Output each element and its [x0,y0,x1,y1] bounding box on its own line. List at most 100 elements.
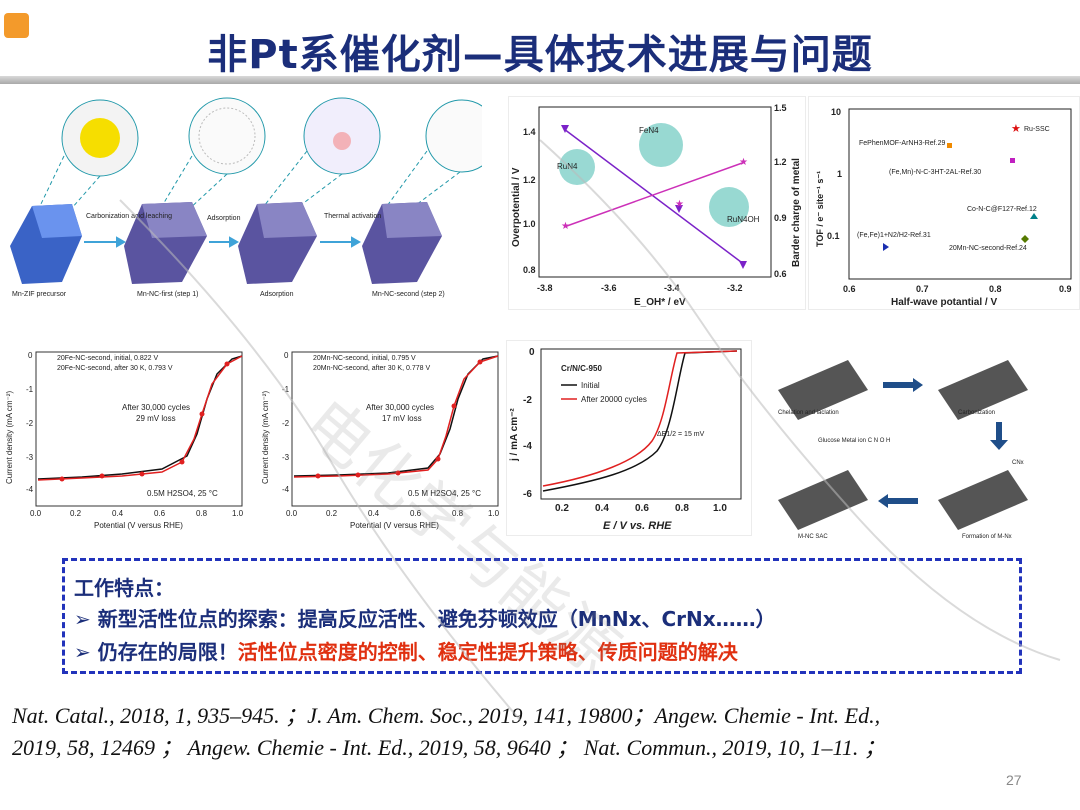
svg-text:0.6: 0.6 [843,284,856,294]
svg-text:Formation of M-Nx: Formation of M-Nx [962,534,1012,540]
overpotential-chart: ★ ★ ★ FeN4 RuN4 RuN4OH 0.8 1.0 1.2 1.4 0… [508,96,806,310]
svg-text:Current density (mA cm⁻²): Current density (mA cm⁻²) [261,391,270,484]
feature-line-2: ➢ 仍存在的局限！活性位点密度的控制、稳定性提升策略、传质问题的解决 [74,636,738,665]
svg-text:Potential (V versus RHE): Potential (V versus RHE) [350,521,439,530]
svg-text:0.8: 0.8 [523,265,536,275]
label-run4: RuN4 [557,162,578,171]
step-label-1: Mn-ZIF precursor [12,291,67,298]
polyhedron-precursor [10,204,82,284]
svg-text:0.8: 0.8 [196,509,208,518]
zoom-circle-4 [425,99,499,173]
svg-text:★: ★ [675,199,684,210]
feature-line-2-prefix: ➢ 仍存在的局限！ [74,640,238,664]
svg-text:0.5 M H2SO4, 25 °C: 0.5 M H2SO4, 25 °C [408,489,481,498]
svg-text:-6: -6 [523,489,532,500]
svg-text:0.7: 0.7 [916,284,929,294]
arrow-label-2: Adsorption [207,215,241,222]
svg-text:-3.4: -3.4 [664,283,680,293]
svg-text:29 mV loss: 29 mV loss [136,414,176,423]
label-run4oh: RuN4OH [727,215,760,224]
title-divider [0,76,1080,84]
svg-text:0.6: 0.6 [410,509,422,518]
feature-line-2-rest: 活性位点密度的控制、稳定性提升策略、传质问题的解决 [237,640,738,664]
svg-text:0: 0 [529,347,535,358]
zoom-circle-2 [188,97,266,175]
svg-text:Cr/N/C-950: Cr/N/C-950 [561,364,602,373]
tof-chart: 10 1 0.1 0.6 0.7 0.8 0.9 ★ Ru-SSC FePhen… [808,96,1080,310]
features-heading: 工作特点： [74,576,174,600]
svg-text:1.2: 1.2 [774,157,787,167]
svg-text:-1: -1 [26,385,34,394]
x-axis-label: E_OH* / eV [634,297,686,308]
svg-text:ΔE1/2 = 15 mV: ΔE1/2 = 15 mV [657,431,705,438]
svg-text:20Mn-NC-second-Ref.24: 20Mn-NC-second-Ref.24 [949,245,1027,252]
svg-text:1.0: 1.0 [713,503,727,514]
svg-text:0.6: 0.6 [635,503,649,514]
svg-text:Potential (V versus RHE): Potential (V versus RHE) [94,521,183,530]
fe-stability-chart: 20Fe-NC-second, initial, 0.822 V 20Fe-NC… [2,344,256,534]
svg-text:20Mn-NC-second, after 30 K, 0.: 20Mn-NC-second, after 30 K, 0.778 V [313,365,430,372]
svg-text:-3: -3 [282,453,290,462]
step-label-4: Mn-NC-second (step 2) [372,291,445,298]
y-axis-left-label: Overpotential / V [511,167,522,247]
svg-text:After 20000 cycles: After 20000 cycles [581,395,647,404]
slide-menu-icon[interactable] [4,13,29,38]
svg-text:0.2: 0.2 [326,509,338,518]
svg-text:Glucose Metal ion C N O H: Glucose Metal ion C N O H [818,438,890,444]
svg-text:1.5: 1.5 [774,103,787,113]
svg-text:1.0: 1.0 [232,509,244,518]
svg-text:E / V vs. RHE: E / V vs. RHE [603,520,672,532]
svg-text:-3: -3 [26,453,34,462]
y-axis-label: TOF / e⁻ site⁻¹ s⁻¹ [815,171,825,247]
slide-title: 非Pt系催化剂—具体技术进展与问题 [207,32,873,78]
svg-text:0.2: 0.2 [70,509,82,518]
svg-text:0.5M H2SO4, 25 °C: 0.5M H2SO4, 25 °C [147,489,218,498]
svg-text:1.4: 1.4 [523,127,536,137]
svg-text:Co-N-C@F127-Ref.12: Co-N-C@F127-Ref.12 [967,206,1037,213]
svg-text:-4: -4 [26,485,34,494]
svg-text:-3.6: -3.6 [601,283,617,293]
svg-text:1.0: 1.0 [488,509,500,518]
svg-text:0: 0 [284,351,289,360]
svg-text:17 mV loss: 17 mV loss [382,414,422,423]
svg-text:0.1: 0.1 [827,231,840,241]
svg-text:0.9: 0.9 [774,213,787,223]
x-axis-label: Half-wave potantial / V [891,297,997,308]
svg-text:0.6: 0.6 [154,509,166,518]
svg-text:0.6: 0.6 [774,269,787,279]
step-label-2: Mn-NC-first (step 1) [137,291,198,298]
svg-text:(Fe,Fe)1+N2/H2-Ref.31: (Fe,Fe)1+N2/H2-Ref.31 [857,232,931,239]
svg-text:Initial: Initial [581,381,600,390]
svg-text:20Mn-NC-second, initial, 0.795: 20Mn-NC-second, initial, 0.795 V [313,355,416,362]
svg-text:-4: -4 [282,485,290,494]
svg-text:★: ★ [1011,122,1021,135]
svg-text:★: ★ [739,157,748,168]
references: Nat. Catal., 2018, 1, 935–945. ；J. Am. C… [12,700,1078,764]
svg-text:0.4: 0.4 [112,509,124,518]
svg-text:-2: -2 [282,419,290,428]
y-axis-right-label: Barder charge of metal [791,158,802,267]
svg-text:0.8: 0.8 [989,284,1002,294]
svg-text:M-NC SAC: M-NC SAC [798,534,828,540]
iso-surface-blobs [559,123,749,227]
svg-text:-3.2: -3.2 [727,283,743,293]
svg-text:0: 0 [28,351,33,360]
svg-text:10: 10 [831,107,841,117]
svg-text:0.8: 0.8 [675,503,689,514]
svg-text:20Fe-NC-second, after 30 K, 0.: 20Fe-NC-second, after 30 K, 0.793 V [57,365,173,372]
svg-text:0.4: 0.4 [595,503,609,514]
svg-text:Current density (mA cm⁻²): Current density (mA cm⁻²) [5,391,14,484]
svg-text:★: ★ [561,221,570,232]
reference-line-1: Nat. Catal., 2018, 1, 935–945. ；J. Am. C… [12,703,881,728]
arrow-label-1: Carbonization acid leaching [86,213,172,220]
svg-text:(Fe,Mn)-N-C-3HT-2AL-Ref.30: (Fe,Mn)-N-C-3HT-2AL-Ref.30 [889,169,981,176]
svg-text:Chelation and iaclation: Chelation and iaclation [778,410,839,416]
step-label-3: Adsorption [260,291,294,298]
svg-text:FePhenMOF-ArNH3-Ref.29: FePhenMOF-ArNH3-Ref.29 [859,140,945,147]
feature-line-1: ➢ 新型活性位点的探索：提高反应活性、避免芬顿效应（MnNx、CrNx……） [74,607,776,631]
label-fen4: FeN4 [639,126,659,135]
svg-text:CNx: CNx [1012,460,1024,466]
svg-text:Ru-SSC: Ru-SSC [1024,126,1050,133]
svg-text:1.0: 1.0 [523,219,536,229]
zoom-circle-1 [61,99,139,177]
